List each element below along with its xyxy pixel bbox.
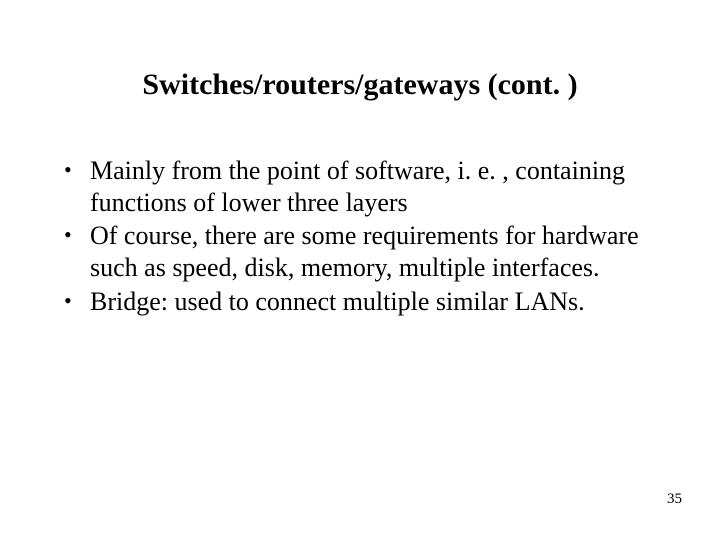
list-item: Mainly from the point of software, i. e.…	[60, 155, 670, 218]
bullet-text: Mainly from the point of software, i. e.…	[90, 156, 625, 217]
list-item: Of course, there are some requirements f…	[60, 220, 670, 283]
bullet-text: Bridge: used to connect multiple similar…	[90, 287, 585, 316]
slide-title: Switches/routers/gateways (cont. )	[0, 68, 720, 102]
page-number: 35	[667, 491, 682, 508]
slide-body: Mainly from the point of software, i. e.…	[60, 155, 670, 320]
bullet-list: Mainly from the point of software, i. e.…	[60, 155, 670, 318]
slide: Switches/routers/gateways (cont. ) Mainl…	[0, 0, 720, 540]
list-item: Bridge: used to connect multiple similar…	[60, 286, 670, 318]
bullet-text: Of course, there are some requirements f…	[90, 221, 639, 282]
